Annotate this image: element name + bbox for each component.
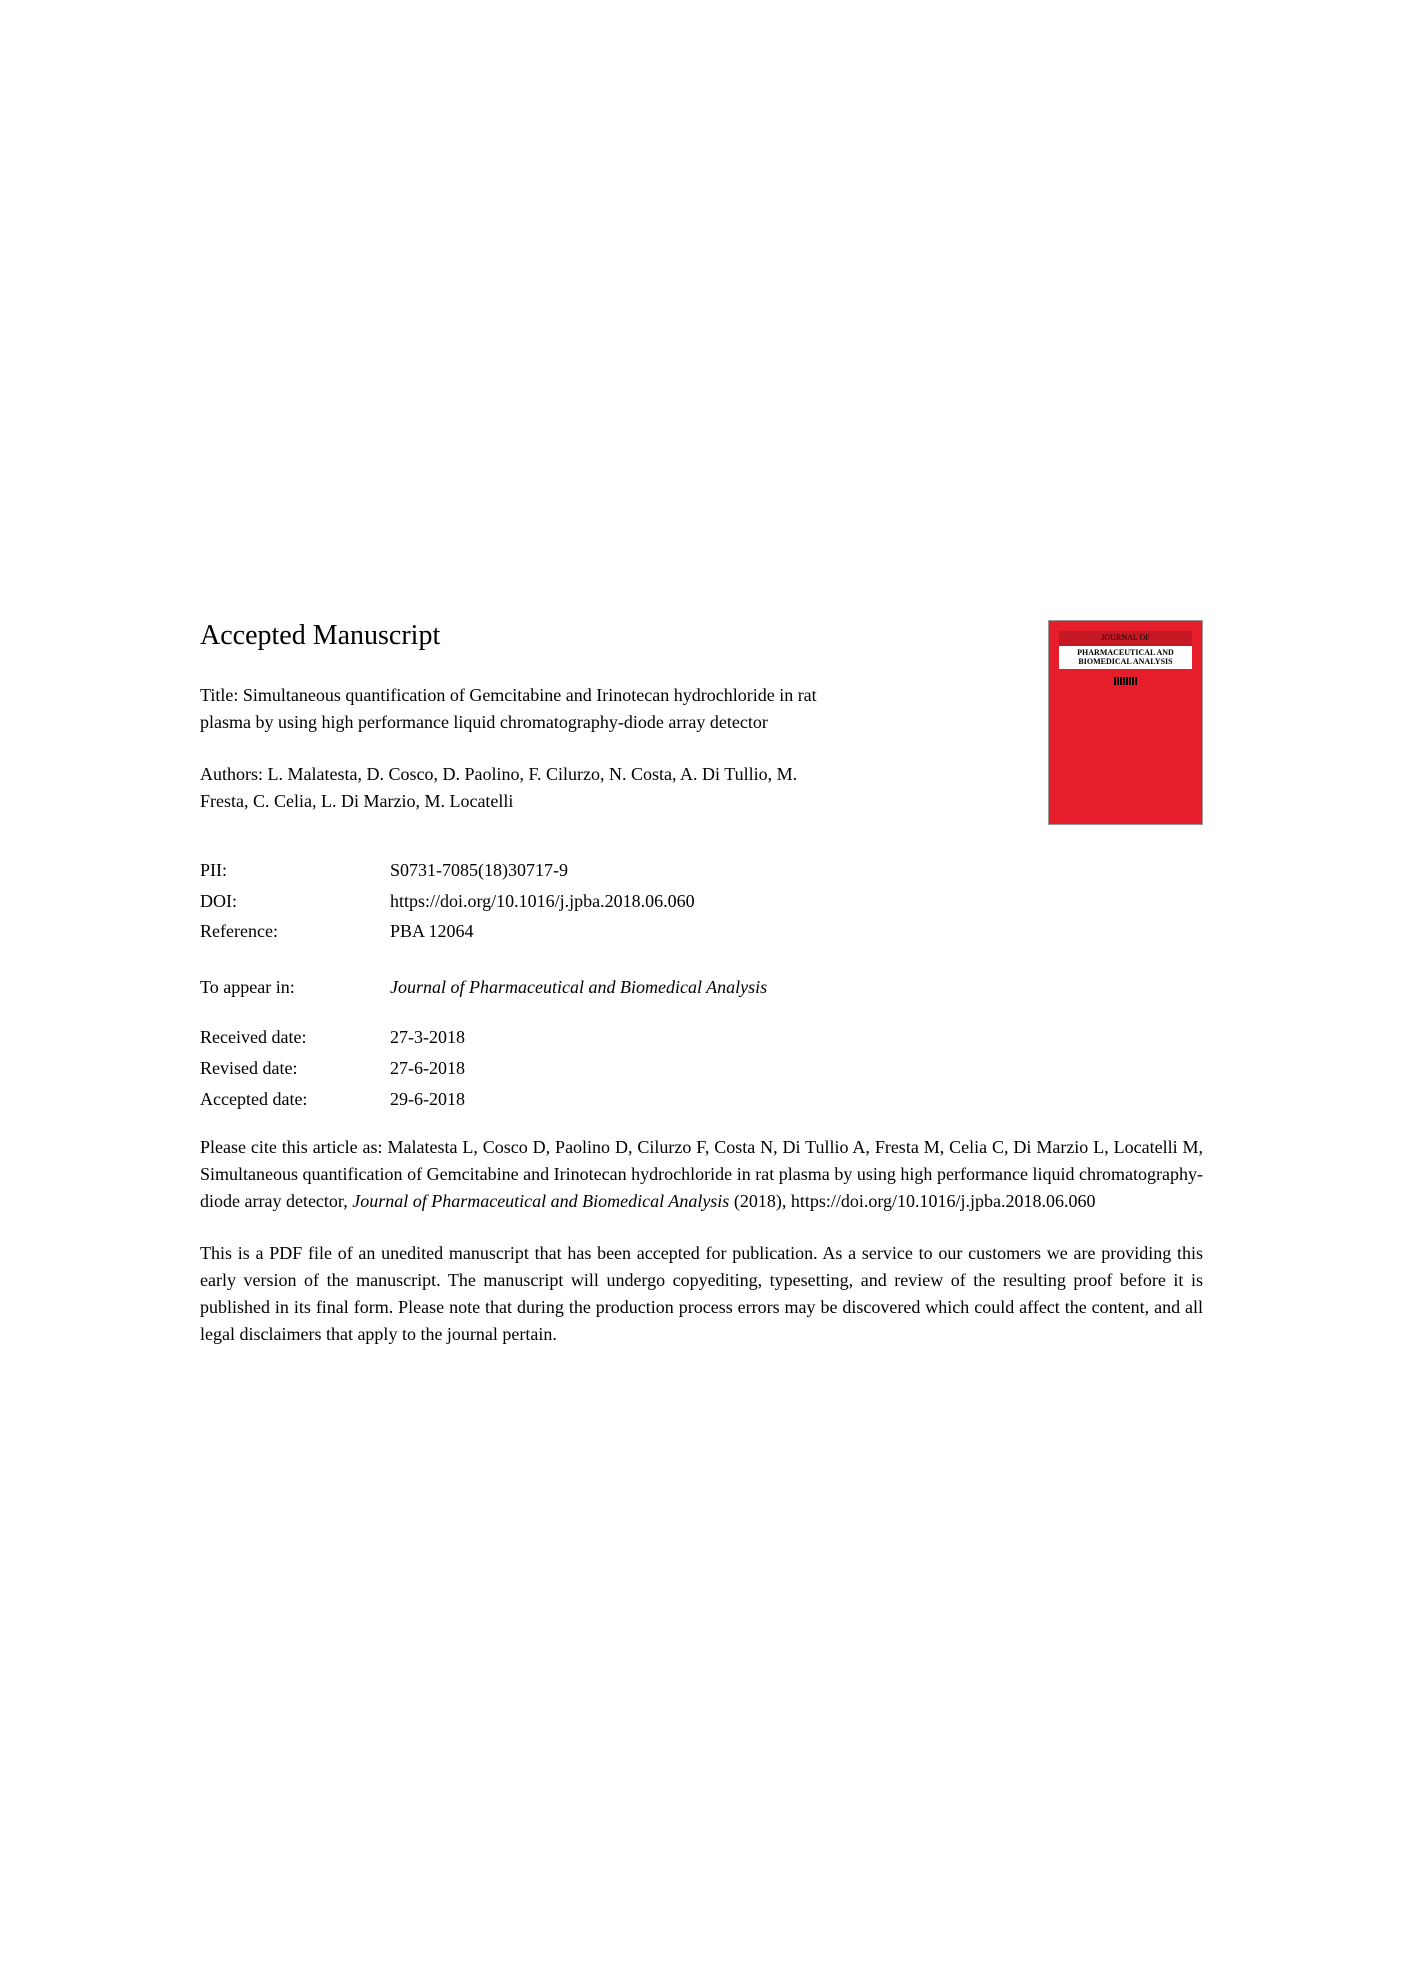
metadata-section-dates: Received date: 27-3-2018 Revised date: 2… bbox=[200, 1022, 1203, 1114]
pii-value: S0731-7085(18)30717-9 bbox=[390, 855, 1203, 886]
cover-content bbox=[1059, 677, 1192, 685]
received-value: 27-3-2018 bbox=[390, 1022, 1203, 1053]
page-title: Accepted Manuscript bbox=[200, 620, 820, 652]
cover-barcode-icon bbox=[1059, 677, 1192, 685]
metadata-row-pii: PII: S0731-7085(18)30717-9 bbox=[200, 855, 1203, 886]
revised-value: 27-6-2018 bbox=[390, 1053, 1203, 1084]
appear-value: Journal of Pharmaceutical and Biomedical… bbox=[390, 972, 1203, 1003]
accepted-value: 29-6-2018 bbox=[390, 1084, 1203, 1115]
journal-cover-thumbnail: JOURNAL OF PHARMACEUTICAL AND BIOMEDICAL… bbox=[1048, 620, 1203, 825]
metadata-section-appear: To appear in: Journal of Pharmaceutical … bbox=[200, 972, 1203, 1003]
metadata-row-appear: To appear in: Journal of Pharmaceutical … bbox=[200, 972, 1203, 1003]
doi-label: DOI: bbox=[200, 886, 390, 917]
cover-journal-label: JOURNAL OF bbox=[1059, 631, 1192, 646]
pii-label: PII: bbox=[200, 855, 390, 886]
header-section: Accepted Manuscript Title: Simultaneous … bbox=[200, 620, 1203, 825]
metadata-row-accepted: Accepted date: 29-6-2018 bbox=[200, 1084, 1203, 1115]
metadata-row-doi: DOI: https://doi.org/10.1016/j.jpba.2018… bbox=[200, 886, 1203, 917]
article-title: Title: Simultaneous quantification of Ge… bbox=[200, 682, 820, 736]
authors: Authors: L. Malatesta, D. Cosco, D. Paol… bbox=[200, 761, 820, 815]
citation-journal: Journal of Pharmaceutical and Biomedical… bbox=[352, 1191, 729, 1211]
metadata-section-ids: PII: S0731-7085(18)30717-9 DOI: https://… bbox=[200, 855, 1203, 947]
revised-label: Revised date: bbox=[200, 1053, 390, 1084]
accepted-label: Accepted date: bbox=[200, 1084, 390, 1115]
reference-value: PBA 12064 bbox=[390, 916, 1203, 947]
reference-label: Reference: bbox=[200, 916, 390, 947]
received-label: Received date: bbox=[200, 1022, 390, 1053]
disclaimer-text: This is a PDF file of an unedited manusc… bbox=[200, 1240, 1203, 1348]
appear-label: To appear in: bbox=[200, 972, 390, 1003]
metadata-table: PII: S0731-7085(18)30717-9 DOI: https://… bbox=[200, 855, 1203, 947]
doi-value: https://doi.org/10.1016/j.jpba.2018.06.0… bbox=[390, 886, 1203, 917]
citation-suffix: (2018), https://doi.org/10.1016/j.jpba.2… bbox=[729, 1191, 1095, 1211]
citation-text: Please cite this article as: Malatesta L… bbox=[200, 1134, 1203, 1215]
metadata-row-reference: Reference: PBA 12064 bbox=[200, 916, 1203, 947]
metadata-row-revised: Revised date: 27-6-2018 bbox=[200, 1053, 1203, 1084]
header-left: Accepted Manuscript Title: Simultaneous … bbox=[200, 620, 820, 815]
metadata-row-received: Received date: 27-3-2018 bbox=[200, 1022, 1203, 1053]
cover-journal-name: PHARMACEUTICAL AND BIOMEDICAL ANALYSIS bbox=[1059, 646, 1192, 670]
